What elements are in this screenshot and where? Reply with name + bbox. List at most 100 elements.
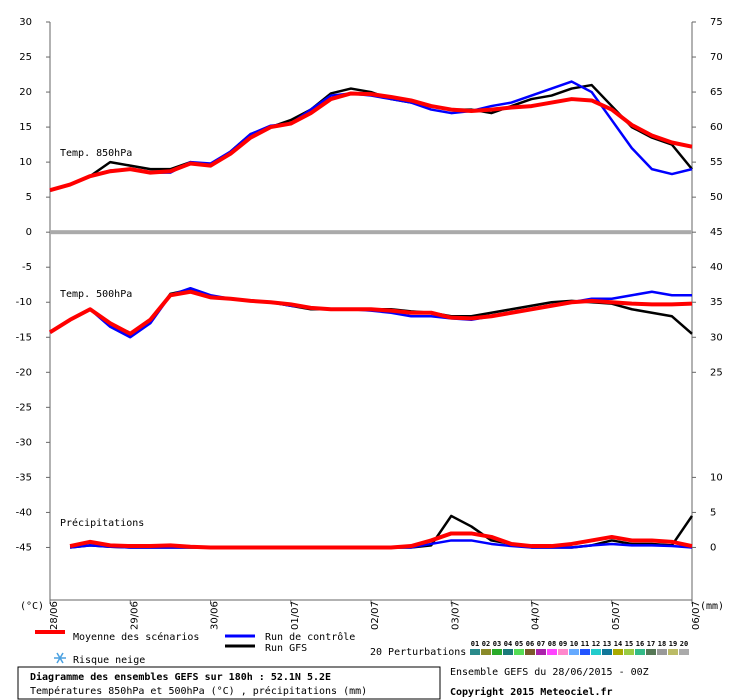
y2-tick-label: 5	[710, 507, 716, 518]
perturbation-swatch	[492, 649, 502, 655]
perturbation-swatch	[668, 649, 678, 655]
y-tick-label: -30	[16, 437, 32, 448]
x-tick-label: 28/06	[49, 601, 60, 630]
legend-label: Run GFS	[265, 643, 307, 654]
perturbation-swatch	[514, 649, 524, 655]
run-info: Ensemble GEFS du 28/06/2015 - 00Z	[450, 667, 649, 678]
perturbation-swatch	[547, 649, 557, 655]
y2-tick-label: 40	[710, 262, 723, 273]
perturbation-id: 03	[493, 640, 501, 648]
y2-tick-label: 60	[710, 122, 723, 133]
perturbation-id: 10	[570, 640, 578, 648]
panel-label: Précipitations	[60, 517, 144, 529]
perturbation-id: 02	[482, 640, 490, 648]
y2-tick-label: 50	[710, 192, 723, 203]
y2-tick-label: 35	[710, 297, 723, 308]
perturbation-id: 20	[680, 640, 688, 648]
x-tick-label: 02/07	[370, 601, 381, 630]
perturbation-id: 04	[504, 640, 512, 648]
y2-tick-label: 55	[710, 157, 723, 168]
y-tick-label: 0	[26, 227, 32, 238]
x-tick-label: 03/07	[450, 601, 461, 630]
title-box	[17, 666, 441, 700]
perturbation-id: 08	[548, 640, 556, 648]
perturbation-swatch	[657, 649, 667, 655]
perturbation-id: 16	[636, 640, 644, 648]
x-tick-label: 06/07	[691, 601, 702, 630]
perturbation-swatch	[591, 649, 601, 655]
perturbation-swatch	[481, 649, 491, 655]
y2-tick-label: 70	[710, 52, 723, 63]
perturbation-swatch	[525, 649, 535, 655]
legend-label: Run de contrôle	[265, 631, 355, 643]
perturbation-id: 11	[581, 640, 589, 648]
copyright: Copyright 2015 Meteociel.fr	[450, 686, 613, 698]
perturbation-id: 13	[603, 640, 611, 648]
y-tick-label: 20	[19, 87, 32, 98]
x-tick-label: 04/07	[531, 601, 542, 630]
y2-tick-label: 75	[710, 17, 723, 28]
y2-tick-label: 65	[710, 87, 723, 98]
perturbation-swatch	[558, 649, 568, 655]
perturbation-swatch	[536, 649, 546, 655]
y-tick-label: -5	[22, 262, 32, 273]
y-unit: (°C)	[20, 601, 44, 612]
chart-subtitle: Températures 850hPa et 500hPa (°C) , pré…	[30, 685, 367, 697]
perturbation-id: 19	[669, 640, 677, 648]
y2-tick-label: 10	[710, 472, 723, 483]
y-tick-label: 5	[26, 192, 32, 203]
y-tick-label: -25	[16, 402, 32, 413]
panel-label: Temp. 850hPa	[60, 148, 132, 159]
legend-label: Risque neige	[73, 655, 145, 666]
perturbation-id: 05	[515, 640, 523, 648]
x-tick-label: 29/06	[129, 601, 140, 630]
y-tick-label: 10	[19, 157, 32, 168]
perturbation-id: 12	[592, 640, 600, 648]
series-line	[69, 531, 693, 550]
perturbation-swatch	[624, 649, 634, 655]
y-tick-label: -40	[16, 507, 32, 518]
y-tick-label: -20	[16, 367, 32, 378]
perturbation-swatch	[635, 649, 645, 655]
perturbation-id: 09	[559, 640, 567, 648]
x-tick-label: 05/07	[611, 601, 622, 630]
series-line	[49, 83, 693, 192]
perturbation-id: 14	[614, 640, 622, 648]
y2-unit: (mm)	[700, 601, 724, 612]
perturbation-id: 18	[658, 640, 666, 648]
perturbation-swatch	[569, 649, 579, 655]
perturbation-swatch	[679, 649, 689, 655]
perturbation-label: 20 Perturbations	[370, 647, 466, 658]
y2-tick-label: 30	[710, 332, 723, 343]
y-tick-label: -45	[16, 542, 32, 553]
perturbation-id: 07	[537, 640, 545, 648]
legend-label: Moyenne des scénarios	[73, 631, 199, 643]
perturbation-id: 01	[471, 640, 479, 648]
perturbation-swatch	[470, 649, 480, 655]
y-tick-label: 25	[19, 52, 32, 63]
snow-icon	[54, 652, 66, 664]
x-tick-label: 01/07	[290, 601, 301, 630]
perturbation-swatch	[503, 649, 513, 655]
perturbation-id: 15	[625, 640, 633, 648]
perturbation-swatch	[602, 649, 612, 655]
y-tick-label: 15	[19, 122, 32, 133]
series-line	[49, 91, 693, 193]
perturbation-id: 06	[526, 640, 534, 648]
y2-tick-label: 25	[710, 367, 723, 378]
y-tick-label: -35	[16, 472, 32, 483]
y2-tick-label: 0	[710, 542, 716, 553]
y-tick-label: -10	[16, 297, 32, 308]
chart-title: Diagramme des ensembles GEFS sur 180h : …	[30, 671, 331, 683]
y-tick-label: 30	[19, 17, 32, 28]
y-tick-label: -15	[16, 332, 32, 343]
series-line	[48, 289, 693, 336]
perturbation-id: 17	[647, 640, 655, 648]
panel-separator	[50, 230, 692, 235]
perturbation-swatch	[580, 649, 590, 655]
perturbation-swatch	[646, 649, 656, 655]
perturbation-swatch	[613, 649, 623, 655]
panel-label: Temp. 500hPa	[60, 289, 132, 300]
